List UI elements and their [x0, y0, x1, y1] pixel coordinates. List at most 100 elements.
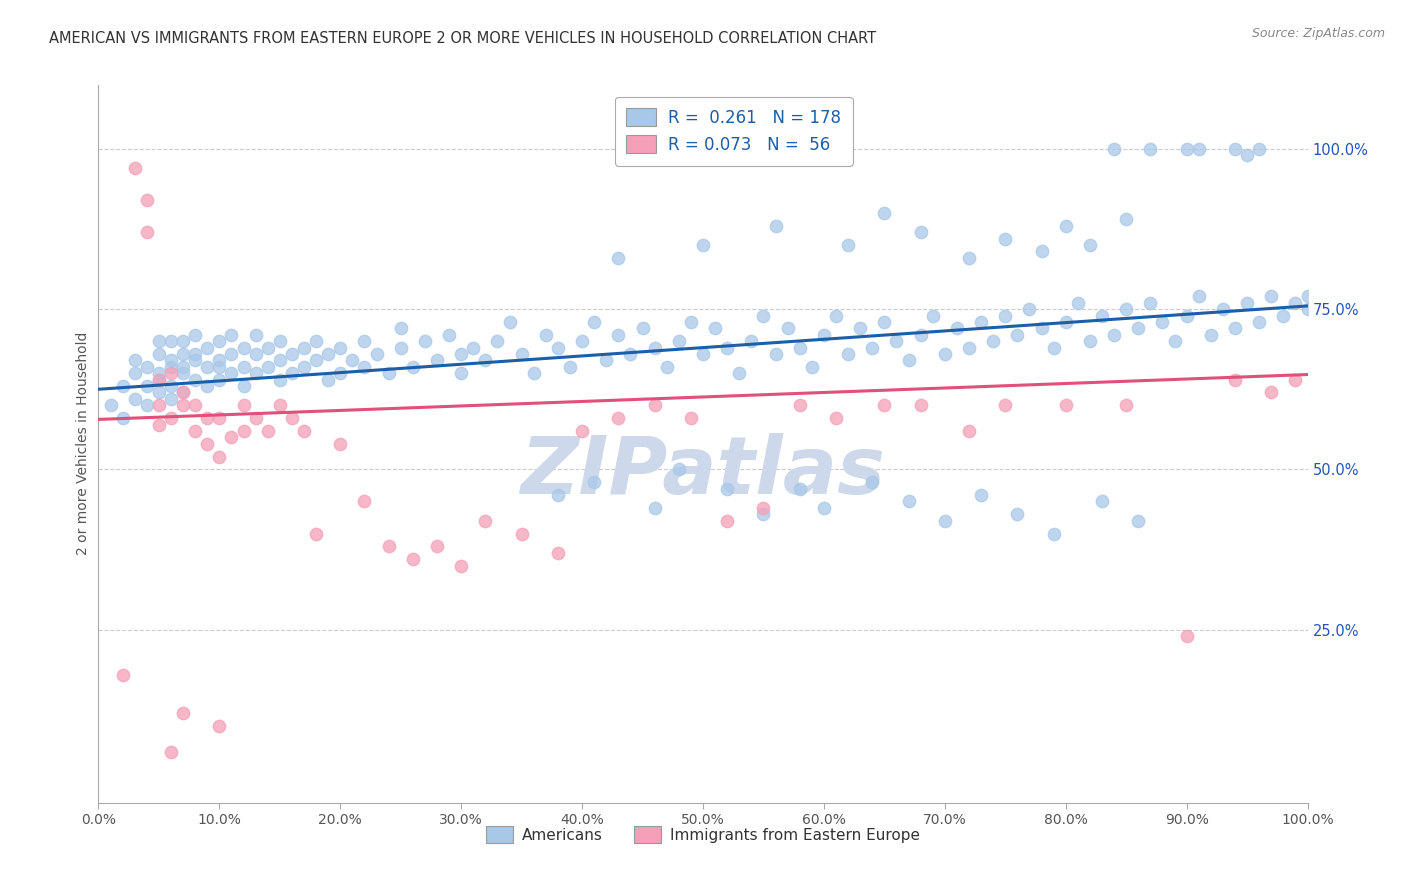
Point: [571, 424, 593, 438]
Point: [413, 334, 436, 349]
Point: [111, 667, 134, 681]
Point: [316, 347, 339, 361]
Point: [172, 347, 194, 361]
Point: [1175, 142, 1198, 156]
Point: [547, 546, 569, 560]
Point: [111, 379, 134, 393]
Point: [437, 327, 460, 342]
Point: [148, 373, 170, 387]
Point: [135, 193, 157, 207]
Point: [208, 334, 231, 349]
Point: [245, 366, 267, 380]
Point: [534, 327, 557, 342]
Point: [644, 398, 666, 412]
Point: [111, 411, 134, 425]
Point: [160, 359, 183, 374]
Point: [269, 353, 291, 368]
Point: [232, 359, 254, 374]
Point: [571, 334, 593, 349]
Point: [426, 539, 449, 553]
Point: [221, 366, 243, 380]
Point: [619, 347, 641, 361]
Point: [849, 321, 872, 335]
Point: [1296, 302, 1319, 317]
Point: [281, 411, 304, 425]
Text: Source: ZipAtlas.com: Source: ZipAtlas.com: [1251, 27, 1385, 40]
Point: [813, 327, 835, 342]
Point: [644, 341, 666, 355]
Point: [1102, 327, 1125, 342]
Point: [1249, 315, 1271, 329]
Point: [1091, 494, 1114, 508]
Point: [1018, 302, 1040, 317]
Point: [195, 341, 218, 355]
Point: [1188, 142, 1211, 156]
Point: [1175, 629, 1198, 643]
Point: [631, 321, 654, 335]
Point: [172, 385, 194, 400]
Point: [1007, 327, 1029, 342]
Point: [765, 347, 787, 361]
Point: [1296, 289, 1319, 303]
Point: [269, 398, 291, 412]
Point: [897, 353, 920, 368]
Point: [172, 385, 194, 400]
Point: [184, 424, 207, 438]
Point: [860, 475, 883, 490]
Point: [1102, 142, 1125, 156]
Point: [1284, 373, 1306, 387]
Point: [752, 309, 775, 323]
Point: [135, 359, 157, 374]
Point: [389, 341, 412, 355]
Point: [547, 341, 569, 355]
Point: [752, 508, 775, 522]
Point: [873, 206, 896, 220]
Point: [148, 366, 170, 380]
Point: [292, 341, 315, 355]
Point: [256, 424, 278, 438]
Point: [160, 392, 183, 406]
Point: [679, 315, 702, 329]
Point: [232, 424, 254, 438]
Point: [245, 347, 267, 361]
Point: [607, 327, 630, 342]
Point: [1042, 526, 1064, 541]
Point: [1031, 244, 1053, 259]
Point: [292, 424, 315, 438]
Point: [1152, 315, 1174, 329]
Point: [269, 334, 291, 349]
Point: [232, 398, 254, 412]
Point: [692, 347, 714, 361]
Point: [329, 341, 352, 355]
Point: [1115, 212, 1137, 227]
Point: [1223, 321, 1246, 335]
Point: [232, 379, 254, 393]
Point: [353, 334, 375, 349]
Point: [172, 366, 194, 380]
Point: [256, 359, 278, 374]
Text: ZIPatlas: ZIPatlas: [520, 434, 886, 511]
Point: [160, 334, 183, 349]
Point: [994, 309, 1017, 323]
Point: [1260, 385, 1282, 400]
Point: [1188, 289, 1211, 303]
Point: [957, 424, 980, 438]
Point: [221, 347, 243, 361]
Point: [208, 450, 231, 464]
Point: [281, 366, 304, 380]
Point: [921, 309, 943, 323]
Point: [910, 327, 932, 342]
Point: [148, 398, 170, 412]
Point: [583, 315, 606, 329]
Point: [135, 379, 157, 393]
Point: [245, 411, 267, 425]
Point: [256, 341, 278, 355]
Point: [1272, 309, 1295, 323]
Point: [342, 353, 364, 368]
Point: [1054, 219, 1077, 233]
Point: [1054, 398, 1077, 412]
Point: [752, 500, 775, 515]
Point: [970, 315, 993, 329]
Point: [160, 411, 183, 425]
Point: [148, 334, 170, 349]
